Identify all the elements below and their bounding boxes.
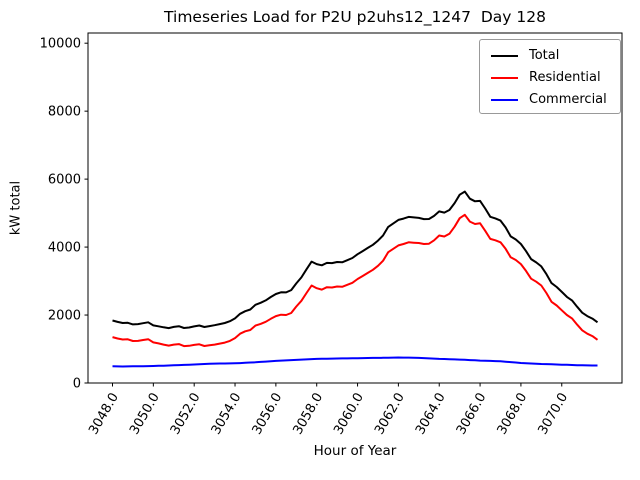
x-tick-label: 3068.0 [495, 391, 531, 438]
x-tick-label: 3050.0 [127, 391, 163, 438]
y-axis-label: kW total [8, 180, 24, 236]
legend-item-commercial: Commercial [491, 89, 620, 111]
legend-line-total [491, 55, 518, 57]
x-axis-label: Hour of Year [313, 443, 397, 459]
chart-title: Timeseries Load for P2U p2uhs12_1247 Day… [164, 8, 546, 26]
y-tick-label: 2000 [48, 309, 81, 324]
x-tick-label: 3064.0 [413, 391, 449, 438]
x-tick-label: 3066.0 [454, 391, 490, 438]
legend-line-residential [491, 77, 518, 79]
y-tick-label: 4000 [48, 241, 81, 256]
x-tick-label: 3048.0 [86, 391, 122, 438]
x-tick-label: 3060.0 [331, 391, 367, 438]
legend-label-total: Total [529, 48, 560, 63]
x-tick-label: 3054.0 [209, 391, 245, 438]
y-tick-label: 6000 [48, 173, 81, 188]
x-tick-label: 3052.0 [168, 391, 204, 438]
x-tick-label: 3070.0 [535, 391, 571, 438]
legend-item-total: Total [491, 45, 620, 67]
legend: Total Residential Commercial [479, 39, 621, 114]
series-line-residential [112, 213, 599, 348]
series-line-commercial [112, 356, 598, 368]
y-tick-label: 0 [73, 377, 81, 392]
y-tick-label: 8000 [48, 105, 81, 120]
legend-label-residential: Residential [529, 70, 601, 85]
x-tick-label: 3056.0 [250, 391, 286, 438]
axes-frame [87, 32, 623, 384]
y-tick-label: 10000 [40, 37, 81, 52]
x-tick-label: 3058.0 [290, 391, 326, 438]
legend-line-commercial [491, 99, 518, 101]
legend-label-commercial: Commercial [529, 92, 607, 107]
series-line-total [112, 190, 599, 330]
legend-item-residential: Residential [491, 67, 620, 89]
x-tick-label: 3062.0 [372, 391, 408, 438]
